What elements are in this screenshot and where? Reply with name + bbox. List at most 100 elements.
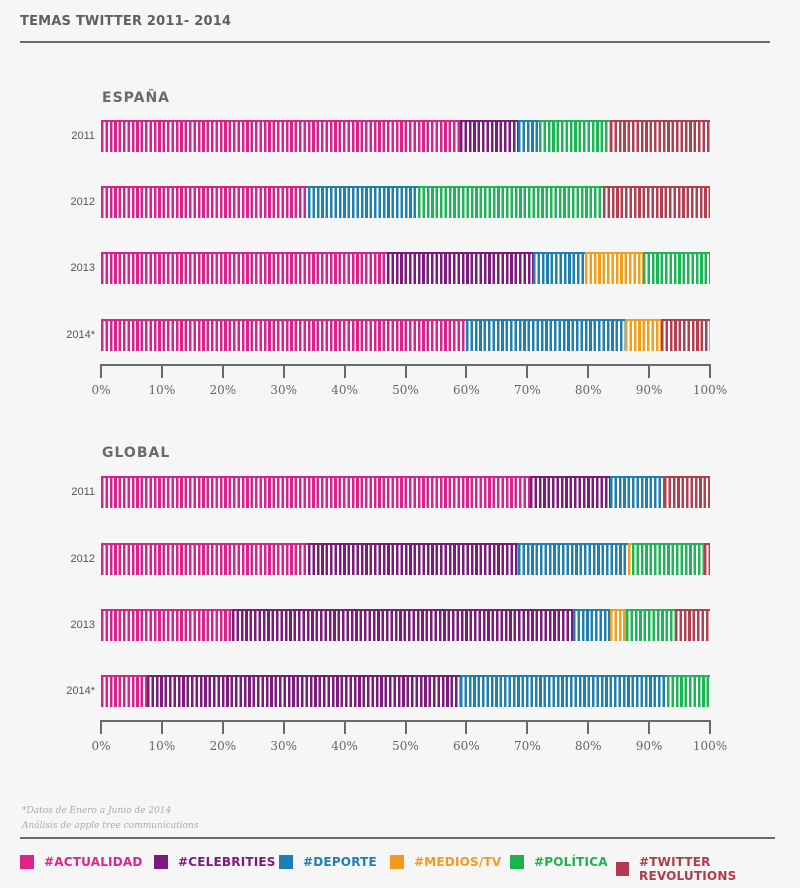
year-label: 2013 bbox=[70, 619, 95, 631]
section-title-global: GLOBAL bbox=[102, 445, 171, 461]
footnote-source: Análisis de apple tree communications bbox=[22, 821, 199, 831]
x-axis-tick bbox=[100, 364, 102, 378]
legend-label: #DEPORTE bbox=[303, 855, 377, 869]
legend-item-celebrities: #CELEBRITIES bbox=[154, 855, 276, 869]
bar-segment-celebrities bbox=[231, 609, 573, 641]
legend-swatch-icon bbox=[279, 855, 293, 869]
x-axis-tick-label: 20% bbox=[209, 739, 237, 753]
legend-label: #POLÍTICA bbox=[534, 855, 608, 869]
legend-swatch-icon bbox=[154, 855, 168, 869]
bar-segment-celebrities bbox=[146, 675, 461, 707]
x-axis-tick-label: 80% bbox=[574, 739, 602, 753]
bar-segment-medios_tv bbox=[609, 609, 626, 641]
legend-item-medios-tv: #MEDIOS/TV bbox=[390, 855, 501, 869]
x-axis-tick-label: 50% bbox=[392, 383, 419, 397]
x-axis-tick-label: 60% bbox=[453, 739, 480, 753]
x-axis-tick bbox=[221, 720, 224, 734]
legend-swatch-icon bbox=[20, 855, 34, 869]
bar-segment-celebrities bbox=[308, 543, 519, 575]
x-axis-tick-label: 50% bbox=[392, 739, 419, 753]
year-label: 2014* bbox=[66, 329, 95, 341]
x-axis-tick-label: 10% bbox=[148, 383, 176, 397]
bar-segment-deporte bbox=[609, 476, 665, 508]
x-axis-tick-label: 70% bbox=[513, 383, 541, 397]
x-axis-tick bbox=[587, 364, 590, 378]
x-axis-tick bbox=[465, 364, 468, 378]
x-axis-tick bbox=[100, 720, 102, 734]
year-label: 2014* bbox=[66, 685, 95, 697]
footer-divider bbox=[20, 837, 775, 839]
x-axis-tick bbox=[526, 364, 529, 378]
bar-segment-politica bbox=[643, 252, 710, 284]
x-axis-tick-label: 70% bbox=[513, 739, 541, 753]
legend-label: #ACTUALIDAD bbox=[44, 855, 143, 869]
x-axis-tick bbox=[526, 720, 529, 734]
x-axis-tick-label: 30% bbox=[270, 739, 298, 753]
x-axis-tick bbox=[160, 364, 163, 378]
title-divider bbox=[20, 41, 770, 43]
x-axis-tick-label: 0% bbox=[91, 383, 111, 397]
bar-segment-politica bbox=[625, 609, 675, 641]
legend-label: #TWITTER REVOLUTIONS bbox=[639, 855, 737, 883]
x-axis-tick bbox=[160, 720, 163, 734]
bar-segment-deporte bbox=[518, 120, 540, 152]
x-axis-tick-label: 90% bbox=[635, 383, 663, 397]
x-axis-tick-label: 10% bbox=[148, 739, 176, 753]
legend-item-actualidad: #ACTUALIDAD bbox=[20, 855, 143, 869]
x-axis-tick bbox=[282, 720, 285, 734]
legend-swatch-icon bbox=[616, 862, 629, 876]
bar-segment-actualidad bbox=[101, 120, 461, 152]
x-axis-tick-label: 100% bbox=[692, 739, 728, 753]
bar-segment-twitter_revolutions bbox=[664, 476, 710, 508]
bar-segment-medios_tv bbox=[627, 543, 633, 575]
bar-segment-medios_tv bbox=[624, 319, 662, 351]
bar-segment-politica bbox=[539, 120, 610, 152]
x-axis-tick-label: 100% bbox=[692, 383, 728, 397]
bar-segment-deporte bbox=[466, 319, 625, 351]
bar-segment-actualidad bbox=[101, 675, 147, 707]
bar-segment-politica bbox=[667, 675, 710, 707]
legend-swatch-icon bbox=[390, 855, 404, 869]
bar-segment-twitter_revolutions bbox=[703, 543, 710, 575]
x-axis-tick-label: 30% bbox=[270, 383, 298, 397]
year-label: 2012 bbox=[70, 553, 95, 565]
x-axis-tick bbox=[465, 720, 468, 734]
bar-segment-celebrities bbox=[387, 252, 534, 284]
year-label: 2011 bbox=[71, 130, 95, 142]
bar-segment-actualidad bbox=[101, 252, 388, 284]
x-axis-tick bbox=[282, 364, 285, 378]
legend: #ACTUALIDAD #CELEBRITIES #DEPORTE #MEDIO… bbox=[20, 855, 800, 883]
legend-item-politica: #POLÍTICA bbox=[510, 855, 608, 869]
bar-segment-deporte bbox=[460, 675, 668, 707]
legend-item-deporte: #DEPORTE bbox=[279, 855, 377, 869]
bar-segment-politica bbox=[632, 543, 704, 575]
year-label: 2013 bbox=[70, 262, 95, 274]
bar-segment-actualidad bbox=[101, 476, 531, 508]
chart-title: TEMAS TWITTER 2011- 2014 bbox=[20, 14, 232, 29]
bar-segment-twitter_revolutions bbox=[661, 319, 710, 351]
legend-label: #MEDIOS/TV bbox=[414, 855, 502, 869]
bar-segment-politica bbox=[417, 186, 604, 218]
legend-item-twitter-revolutions: #TWITTER REVOLUTIONS bbox=[616, 855, 800, 883]
bar-segment-actualidad bbox=[101, 319, 467, 351]
bar-segment-twitter_revolutions bbox=[674, 609, 710, 641]
x-axis-tick bbox=[648, 364, 651, 378]
bar-segment-medios_tv bbox=[585, 252, 643, 284]
x-axis-tick bbox=[587, 720, 590, 734]
section-title-espana: ESPAÑA bbox=[102, 90, 171, 106]
bar-segment-actualidad bbox=[101, 186, 309, 218]
bar-segment-celebrities bbox=[460, 120, 519, 152]
x-axis-tick-label: 90% bbox=[635, 739, 663, 753]
footnote-data-period: *Datos de Enero a Junio de 2014 bbox=[22, 806, 172, 816]
year-label: 2012 bbox=[70, 196, 95, 208]
bar-segment-celebrities bbox=[530, 476, 610, 508]
legend-swatch-icon bbox=[510, 855, 524, 869]
bar-segment-deporte bbox=[308, 186, 418, 218]
x-axis-tick-label: 80% bbox=[574, 383, 602, 397]
x-axis-tick-label: 60% bbox=[453, 383, 480, 397]
x-axis-tick bbox=[709, 364, 711, 378]
year-label: 2011 bbox=[71, 486, 95, 498]
legend-label: #CELEBRITIES bbox=[178, 855, 276, 869]
x-axis-tick bbox=[648, 720, 651, 734]
x-axis-tick bbox=[221, 364, 224, 378]
